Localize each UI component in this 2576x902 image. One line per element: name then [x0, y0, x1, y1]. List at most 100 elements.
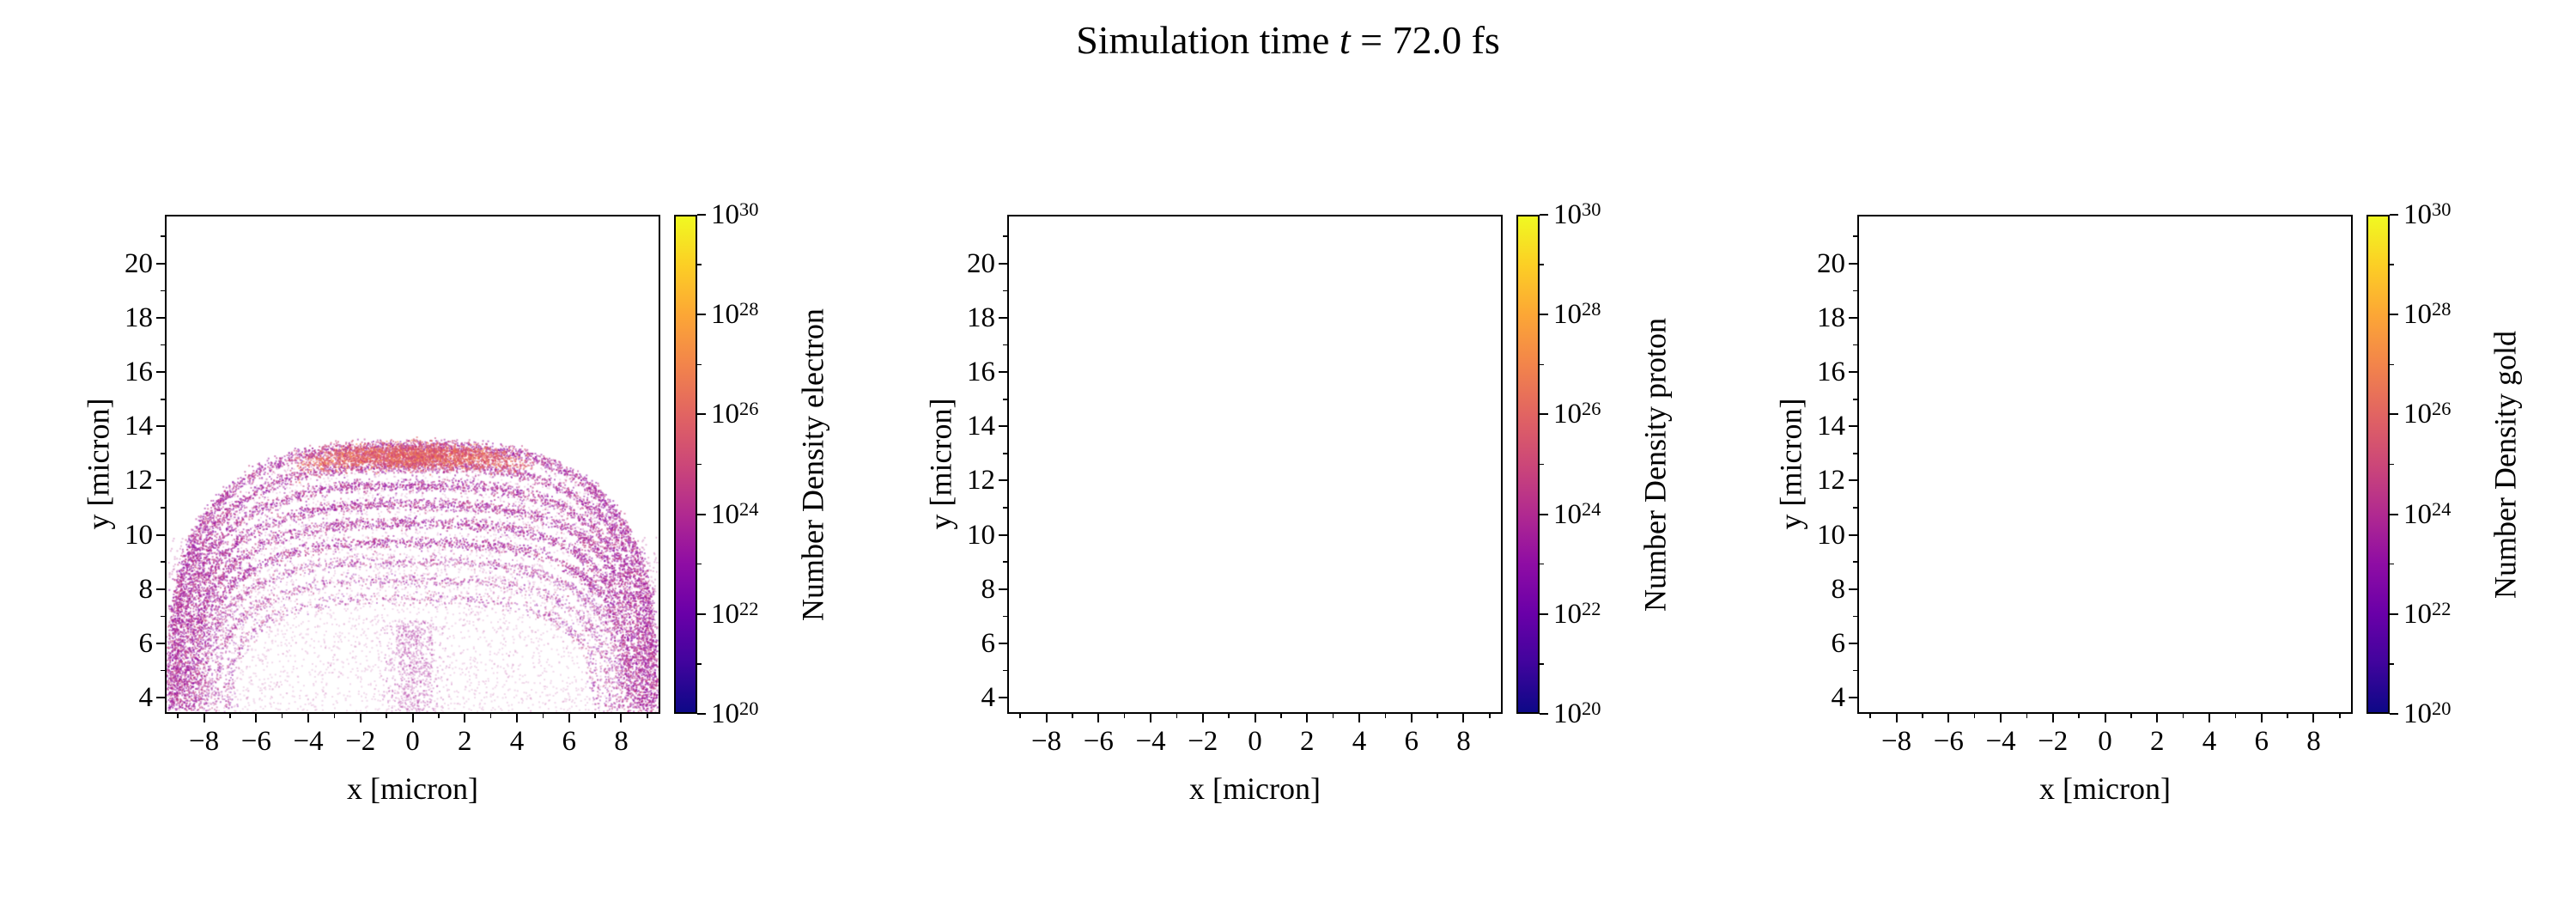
x-major-tick: [203, 714, 205, 722]
y-tick-label: 4: [1831, 682, 1846, 714]
y-tick-label: 6: [138, 627, 154, 659]
x-minor-tick: [1228, 714, 1230, 718]
colorbar-tick-label: 1026: [1553, 398, 1601, 430]
colorbar-major-tick: [697, 413, 706, 416]
x-major-tick: [1358, 714, 1360, 722]
y-major-tick: [156, 479, 165, 482]
x-axis-label-gold: x [micron]: [2039, 771, 2171, 806]
y-minor-tick: [161, 289, 165, 292]
colorbar-tick-label: 1026: [711, 398, 759, 430]
x-major-tick: [1306, 714, 1309, 722]
x-major-tick: [2104, 714, 2106, 722]
colorbar-gradient-proton: [1518, 216, 1538, 712]
colorbar-minor-tick: [1540, 563, 1544, 565]
colorbar-minor-tick: [697, 563, 702, 565]
x-minor-tick: [2026, 714, 2028, 718]
colorbar-minor-tick: [1540, 463, 1544, 466]
colorbar-major-tick: [697, 513, 706, 515]
colorbar-major-tick: [1540, 513, 1548, 515]
x-major-tick: [359, 714, 361, 722]
x-tick-label: −2: [1188, 726, 1218, 757]
y-minor-tick: [1003, 615, 1007, 618]
colorbar-minor-tick: [2390, 264, 2394, 265]
colorbar-label-electron: Number Density electron: [795, 308, 830, 621]
x-tick-label: −8: [188, 726, 220, 757]
y-minor-tick: [1003, 453, 1007, 454]
colorbar-minor-tick: [1540, 363, 1544, 366]
x-minor-tick: [386, 714, 387, 718]
plot-area-gold: [1857, 215, 2353, 714]
x-tick-label: 8: [1456, 726, 1471, 757]
x-minor-tick: [1869, 714, 1871, 718]
x-major-tick: [1150, 714, 1152, 722]
y-tick-label: 18: [967, 302, 995, 333]
colorbar-tick-label: 1020: [2403, 698, 2451, 729]
x-major-tick: [1895, 714, 1898, 722]
y-tick-label: 6: [981, 627, 996, 659]
x-minor-tick: [333, 714, 336, 718]
y-minor-tick: [161, 561, 165, 563]
y-major-tick: [1849, 697, 1857, 699]
colorbar-minor-tick: [2390, 463, 2394, 466]
x-major-tick: [1462, 714, 1465, 722]
colorbar-major-tick: [2390, 314, 2398, 316]
x-major-tick: [2312, 714, 2315, 722]
y-major-tick: [999, 425, 1007, 428]
y-tick-label: 4: [981, 682, 996, 714]
x-tick-label: −4: [293, 726, 324, 757]
electron-density-canvas: [167, 216, 659, 712]
y-major-tick: [156, 642, 165, 644]
title-prefix: Simulation time: [1076, 18, 1340, 62]
y-major-tick: [1849, 262, 1857, 265]
y-tick-label: 8: [1831, 573, 1846, 605]
x-minor-tick: [1019, 714, 1021, 718]
y-tick-label: 8: [981, 573, 996, 605]
x-major-tick: [255, 714, 258, 722]
title-suffix: = 72.0 fs: [1350, 18, 1500, 62]
x-minor-tick: [1384, 714, 1387, 718]
x-major-tick: [620, 714, 623, 722]
x-major-tick: [1254, 714, 1256, 722]
y-tick-label: 16: [967, 357, 995, 388]
colorbar-tick-label: 1022: [2403, 597, 2451, 630]
y-minor-tick: [1853, 344, 1857, 346]
title-math-variable: t: [1339, 18, 1351, 62]
x-tick-label: 2: [457, 726, 472, 757]
y-tick-label: 10: [125, 519, 153, 551]
x-minor-tick: [1489, 714, 1491, 718]
colorbar-minor-tick: [1540, 663, 1544, 665]
x-minor-tick: [594, 714, 596, 718]
x-tick-label: 0: [2098, 726, 2112, 757]
y-major-tick: [156, 262, 165, 265]
colorbar-minor-tick: [697, 264, 702, 265]
colorbar-label-gold: Number Density gold: [2488, 331, 2523, 599]
colorbar-tick-label: 1026: [2403, 398, 2451, 430]
y-major-tick: [156, 316, 165, 319]
x-minor-tick: [438, 714, 440, 718]
y-minor-tick: [161, 669, 165, 672]
x-tick-label: 4: [1352, 726, 1367, 757]
y-minor-tick: [161, 235, 165, 238]
colorbar-gradient-gold: [2368, 216, 2388, 712]
x-major-tick: [2208, 714, 2210, 722]
y-major-tick: [1849, 425, 1857, 428]
y-major-tick: [999, 479, 1007, 482]
x-minor-tick: [1332, 714, 1334, 718]
x-minor-tick: [1072, 714, 1073, 718]
x-major-tick: [2260, 714, 2263, 722]
y-minor-tick: [161, 344, 165, 346]
y-major-tick: [156, 588, 165, 590]
y-minor-tick: [1003, 235, 1007, 238]
x-major-tick: [568, 714, 570, 722]
y-tick-label: 18: [1817, 302, 1845, 333]
y-minor-tick: [1003, 289, 1007, 292]
x-tick-label: 0: [405, 726, 420, 757]
y-tick-label: 10: [1817, 519, 1845, 551]
colorbar-tick-label: 1020: [711, 698, 759, 729]
colorbar-major-tick: [1540, 214, 1548, 216]
x-major-tick: [2051, 714, 2054, 722]
colorbar-major-tick: [697, 613, 706, 615]
y-minor-tick: [1003, 344, 1007, 346]
y-minor-tick: [161, 507, 165, 509]
y-major-tick: [156, 697, 165, 699]
